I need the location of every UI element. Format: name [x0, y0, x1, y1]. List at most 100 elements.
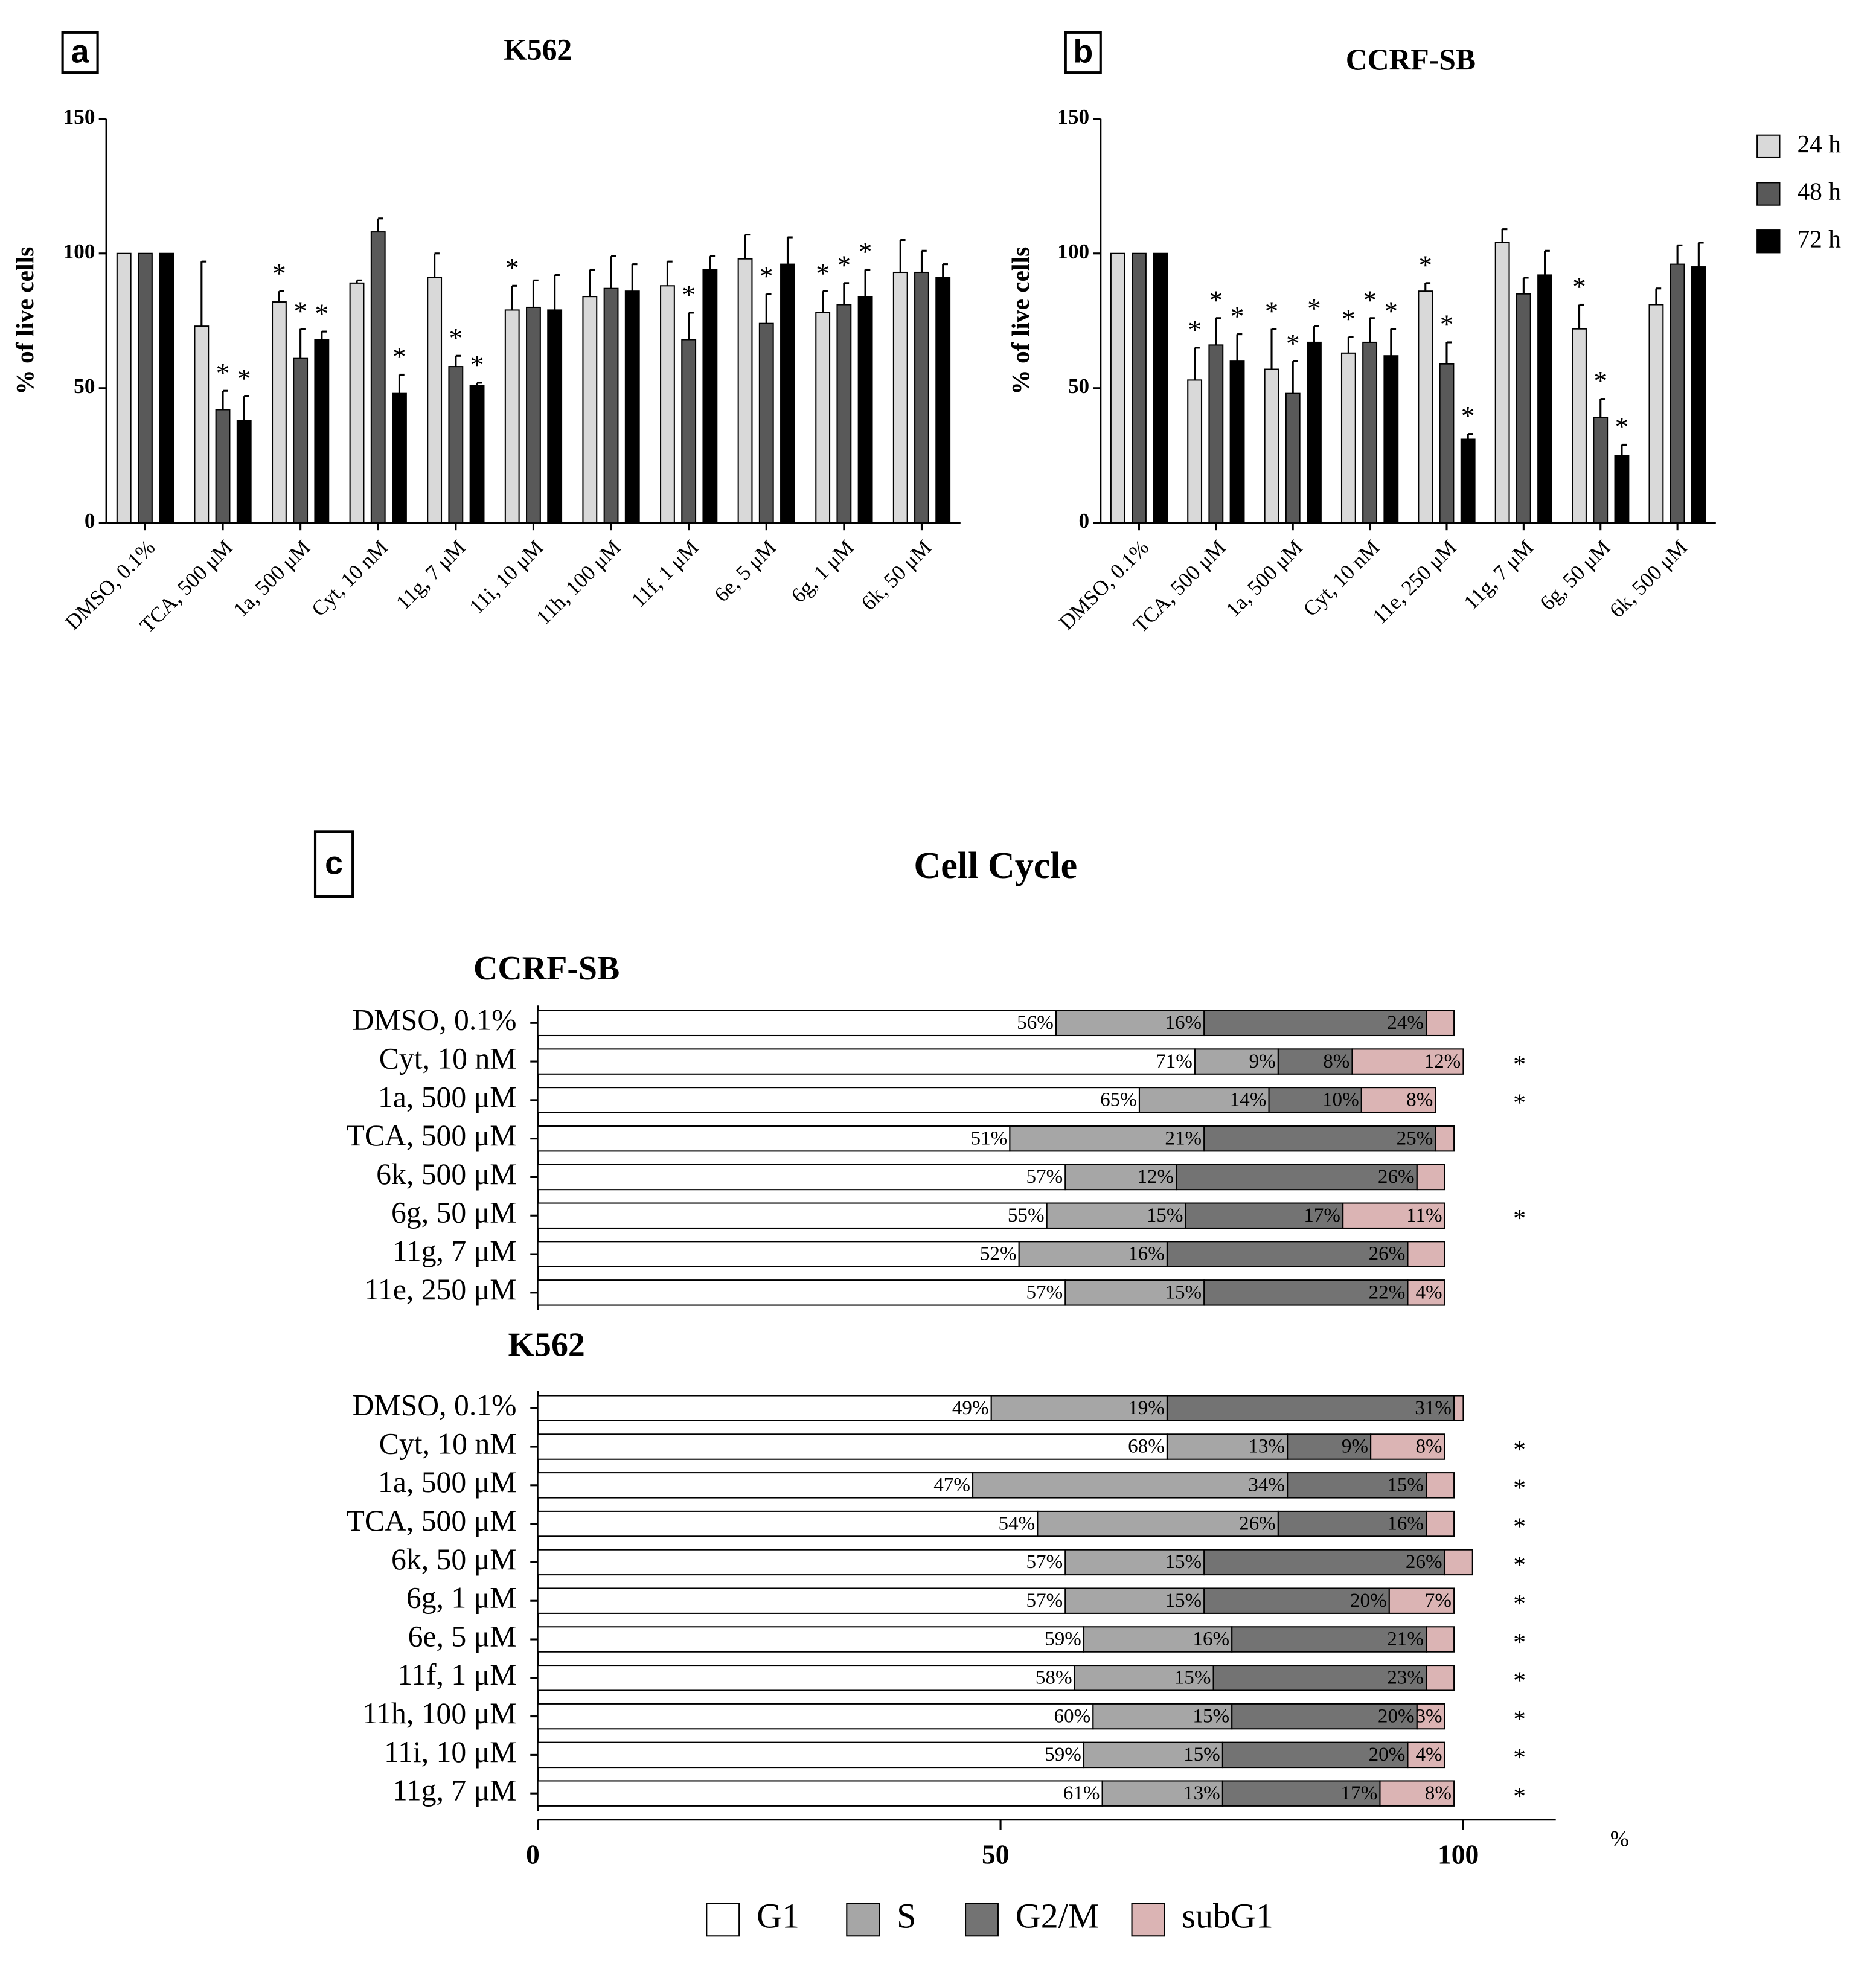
value-label: 24% [1387, 1011, 1424, 1034]
y-tick-label: 11h, 100 μM [362, 1697, 516, 1730]
bar [836, 304, 852, 524]
bar-segment [537, 1164, 1066, 1191]
value-label: 31% [1415, 1397, 1452, 1419]
x-tick-label: 11g, 7 μM [391, 536, 470, 615]
value-label: 17% [1304, 1204, 1340, 1226]
y-tick-label: 6g, 1 μM [406, 1581, 517, 1615]
value-label: 21% [1387, 1628, 1424, 1650]
y-tick-label: TCA, 500 μM [346, 1504, 516, 1537]
value-label: 8% [1323, 1050, 1349, 1072]
value-label: 15% [1193, 1705, 1229, 1727]
panel-letter: a [71, 33, 90, 69]
bar [857, 296, 873, 524]
value-label: 34% [1248, 1473, 1285, 1496]
y-axis-label: % of live cells [11, 247, 39, 395]
bar [1494, 242, 1510, 524]
y-tick-label: DMSO, 0.1% [353, 1004, 517, 1037]
legend-label: G1 [757, 1897, 799, 1936]
bar [1340, 352, 1356, 524]
bar-segment [1416, 1703, 1445, 1730]
value-label: 61% [1063, 1782, 1100, 1804]
bar [1439, 363, 1455, 524]
bar [737, 258, 753, 524]
bar [681, 339, 697, 524]
bar [293, 357, 309, 524]
value-label: 51% [971, 1127, 1008, 1149]
bar-segment [1092, 1703, 1233, 1730]
bar-segment [1453, 1395, 1464, 1421]
bar-segment [1416, 1164, 1445, 1191]
significance-star: * [760, 260, 773, 291]
bar [582, 296, 598, 524]
significance-star: * [1209, 284, 1223, 315]
value-label: 20% [1369, 1743, 1406, 1766]
significance-star: * [1513, 1667, 1526, 1694]
y-tick-label: 6k, 500 μM [376, 1158, 516, 1191]
y-tick-label: 1a, 500 μM [378, 1465, 517, 1499]
value-label: 71% [1156, 1050, 1193, 1072]
x-tick-label: 100 [1438, 1839, 1479, 1869]
value-label: 20% [1378, 1705, 1415, 1727]
bar [137, 252, 153, 524]
value-label: 22% [1369, 1281, 1406, 1304]
value-label: 54% [999, 1512, 1036, 1534]
bar-segment [537, 1703, 1094, 1730]
bar [392, 392, 407, 524]
bar [914, 271, 929, 524]
bar-segment [1360, 1087, 1436, 1113]
bar [1187, 379, 1203, 524]
value-label: 13% [1183, 1782, 1220, 1804]
significance-star: * [1461, 400, 1475, 431]
bar [547, 309, 563, 524]
significance-star: * [1307, 293, 1321, 324]
x-tick-label: 11i, 10 μM [465, 536, 548, 619]
bar [1229, 360, 1245, 524]
bar-segment [1083, 1626, 1233, 1653]
bar-segment [1064, 1587, 1205, 1614]
bar [1537, 274, 1552, 524]
bar [935, 277, 951, 524]
bar-segment [1221, 1780, 1381, 1807]
bar-segment [972, 1472, 1289, 1499]
bar-segment [1435, 1125, 1455, 1152]
value-label: 16% [1193, 1628, 1229, 1650]
bar [504, 309, 520, 524]
significance-star: * [1513, 1551, 1526, 1578]
bar-segment [1231, 1703, 1418, 1730]
value-label: 60% [1054, 1705, 1090, 1727]
bar-segment [1351, 1048, 1464, 1075]
value-label: 57% [1026, 1165, 1063, 1188]
bar-segment [537, 1510, 1039, 1537]
significance-star: * [1513, 1435, 1526, 1463]
bar [1648, 304, 1664, 524]
bar-segment [537, 1202, 1048, 1229]
bar-segment [1379, 1780, 1455, 1807]
value-label: 68% [1128, 1435, 1165, 1458]
y-tick-label: 150 [1057, 105, 1089, 129]
bar [427, 277, 443, 524]
group-title: CCRF-SB [473, 950, 619, 987]
significance-star: * [1513, 1782, 1526, 1810]
significance-star: * [237, 363, 251, 394]
significance-star: * [1513, 1512, 1526, 1540]
x-tick-label: 6k, 500 μM [1605, 536, 1692, 623]
significance-star: * [1363, 284, 1377, 315]
significance-star: * [1265, 295, 1279, 326]
bar [780, 263, 795, 524]
bar-segment [1166, 1241, 1409, 1267]
bar-segment [537, 1741, 1085, 1769]
bar [1460, 438, 1476, 524]
bar-segment [1342, 1202, 1445, 1229]
bar-segment [1426, 1010, 1455, 1037]
significance-star: * [816, 258, 830, 289]
bar [215, 409, 231, 524]
bar [236, 420, 252, 524]
bar [1208, 344, 1224, 524]
bar [448, 366, 464, 524]
value-label: 16% [1128, 1243, 1165, 1265]
bar-segment [1444, 1549, 1473, 1576]
value-label: 16% [1387, 1512, 1424, 1534]
bar-segment [537, 1665, 1075, 1691]
y-tick-label: 11g, 7 μM [392, 1234, 517, 1267]
significance-star: * [837, 249, 851, 280]
